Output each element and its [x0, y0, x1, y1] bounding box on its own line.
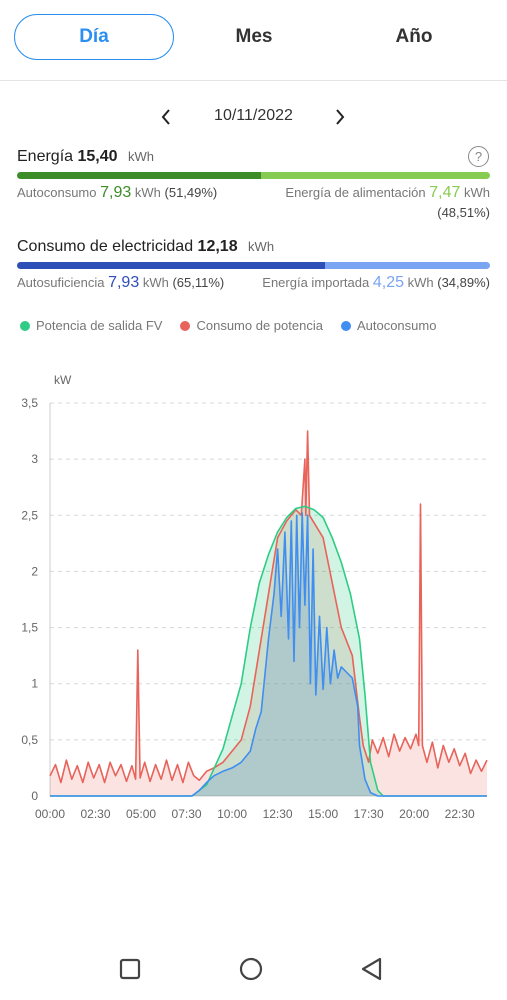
x-tick-label: 05:00 — [126, 807, 156, 821]
imported-energy-value: 4,25 — [372, 274, 404, 291]
help-icon[interactable]: ? — [468, 146, 489, 167]
system-nav-bar — [0, 956, 507, 982]
self-consumption-pct: (51,49%) — [164, 185, 218, 200]
imported-energy-pct: (34,89%) — [437, 275, 490, 290]
energy-title: Energía 15,40 kWh — [17, 148, 154, 166]
self-consumption-area — [50, 513, 487, 796]
x-tick-label: 22:30 — [445, 807, 475, 821]
next-day-button[interactable] — [328, 104, 352, 130]
energy-bar — [17, 172, 490, 179]
date-selector: 10/11/2022 — [0, 100, 507, 134]
current-date[interactable]: 10/11/2022 — [214, 107, 293, 124]
x-tick-label: 00:00 — [35, 807, 65, 821]
legend-item-pv-output[interactable]: Potencia de salida FV — [20, 318, 162, 333]
legend-dot — [180, 320, 191, 331]
y-tick-label: 2 — [31, 564, 38, 578]
feed-in-label: Energía de alimentación — [285, 185, 426, 200]
consumption-value: 12,18 — [197, 238, 238, 255]
pv-output-area — [50, 506, 487, 796]
self-sufficiency-unit: kWh — [142, 275, 169, 290]
energy-bar-feed — [260, 172, 490, 179]
x-tick-label: 10:00 — [217, 807, 247, 821]
x-tick-label: 20:00 — [399, 807, 429, 821]
x-tick-label: 02:30 — [81, 807, 111, 821]
y-tick-label: 3,5 — [21, 396, 38, 410]
header-divider — [0, 80, 507, 81]
feed-in-value: 7,47 — [429, 184, 461, 201]
chart-legend: Potencia de salida FV Consumo de potenci… — [20, 318, 454, 333]
consumption-bar-import — [324, 262, 490, 269]
consumption-bar — [17, 262, 490, 269]
consumption-bar-self — [17, 262, 325, 269]
energy-unit: kWh — [128, 149, 154, 164]
legend-dot — [340, 320, 351, 331]
y-tick-label: 1 — [31, 677, 38, 691]
chevron-left-icon — [161, 109, 170, 125]
chevron-right-icon — [336, 109, 345, 125]
energy-value: 15,40 — [77, 148, 118, 165]
consumption-unit: kWh — [248, 239, 275, 254]
energy-bar-self — [17, 172, 261, 179]
x-tick-label: 07:30 — [172, 807, 202, 821]
self-consumption-label: Autoconsumo — [17, 185, 97, 200]
imported-energy-unit: kWh — [407, 275, 434, 290]
feed-in-unit: kWh — [464, 185, 490, 200]
y-tick-label: 2,5 — [21, 508, 38, 522]
x-tick-label: 17:30 — [354, 807, 384, 821]
tab-year[interactable]: Año — [395, 26, 433, 47]
feed-in-stat: Energía de alimentación 7,47 kWh — [285, 184, 490, 202]
self-consumption-unit: kWh — [134, 185, 161, 200]
power-consumption-line — [49, 430, 488, 784]
y-unit-label: kW — [54, 373, 72, 387]
y-tick-label: 3 — [31, 452, 38, 466]
imported-energy-stat: Energía importada 4,25 kWh (34,89%) — [262, 274, 490, 292]
consumption-title: Consumo de electricidad 12,18 kWh — [17, 238, 274, 256]
y-tick-label: 1,5 — [21, 621, 38, 635]
home-icon[interactable] — [238, 956, 264, 982]
energy-label: Energía — [17, 148, 74, 165]
back-icon[interactable] — [359, 956, 385, 982]
consumption-label: Consumo de electricidad — [17, 238, 194, 255]
self-consumption-line — [50, 512, 487, 797]
self-sufficiency-stat: Autosuficiencia 7,93 kWh (65,11%) — [17, 274, 224, 292]
y-tick-label: 0,5 — [21, 733, 38, 747]
legend-dot — [20, 320, 30, 331]
legend-item-self-consumption[interactable]: Autoconsumo — [340, 318, 437, 333]
tab-month[interactable]: Mes — [235, 26, 273, 47]
x-tick-label: 12:30 — [263, 807, 293, 821]
x-tick-label: 15:00 — [308, 807, 338, 821]
legend-label: Potencia de salida FV — [36, 318, 163, 333]
imported-energy-label: Energía importada — [262, 275, 370, 290]
power-consumption-area — [50, 431, 487, 796]
self-sufficiency-pct: (65,11%) — [172, 275, 225, 290]
feed-in-pct: (48,51%) — [437, 205, 490, 220]
legend-label: Consumo de potencia — [196, 318, 323, 333]
y-tick-label: 0 — [31, 789, 38, 803]
power-chart[interactable]: kW 0 0,5 1 1,5 2 2,5 3 3,5 00:00 02:30 05:00 07:30 10… — [0, 360, 507, 830]
recent-apps-icon[interactable] — [117, 956, 143, 982]
tab-day[interactable]: Día — [14, 14, 174, 60]
legend-item-consumption[interactable]: Consumo de potencia — [180, 318, 323, 333]
self-consumption-stat: Autoconsumo 7,93 kWh (51,49%) — [17, 184, 217, 202]
self-sufficiency-label: Autosuficiencia — [17, 275, 105, 290]
legend-label: Autoconsumo — [356, 318, 437, 333]
self-sufficiency-value: 7,93 — [108, 274, 140, 291]
period-tabs: Día Mes Año — [14, 14, 493, 60]
pv-output-line — [50, 505, 487, 797]
self-consumption-value: 7,93 — [100, 184, 132, 201]
previous-day-button[interactable] — [154, 104, 178, 130]
